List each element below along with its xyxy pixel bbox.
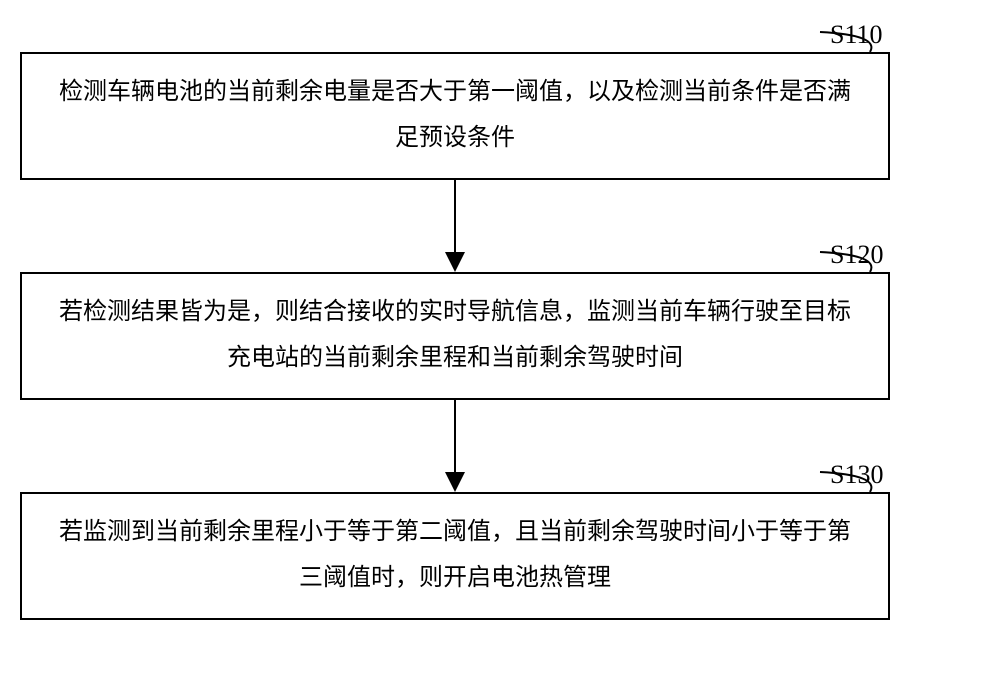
step-text: 若检测结果皆为是，则结合接收的实时导航信息，监测当前车辆行驶至目标充电站的当前剩… [52,290,858,381]
step-text: 若监测到当前剩余里程小于等于第二阈值，且当前剩余驾驶时间小于等于第三阈值时，则开… [52,510,858,601]
flowchart-canvas: 检测车辆电池的当前剩余电量是否大于第一阈值，以及检测当前条件是否满足预设条件 S… [0,0,1000,676]
step-box-s110: 检测车辆电池的当前剩余电量是否大于第一阈值，以及检测当前条件是否满足预设条件 [20,52,890,180]
step-label-s110: S110 [830,20,883,50]
step-label-s130: S130 [830,460,883,490]
step-box-s120: 若检测结果皆为是，则结合接收的实时导航信息，监测当前车辆行驶至目标充电站的当前剩… [20,272,890,400]
step-text: 检测车辆电池的当前剩余电量是否大于第一阈值，以及检测当前条件是否满足预设条件 [52,70,858,161]
step-label-s120: S120 [830,240,883,270]
step-box-s130: 若监测到当前剩余里程小于等于第二阈值，且当前剩余驾驶时间小于等于第三阈值时，则开… [20,492,890,620]
